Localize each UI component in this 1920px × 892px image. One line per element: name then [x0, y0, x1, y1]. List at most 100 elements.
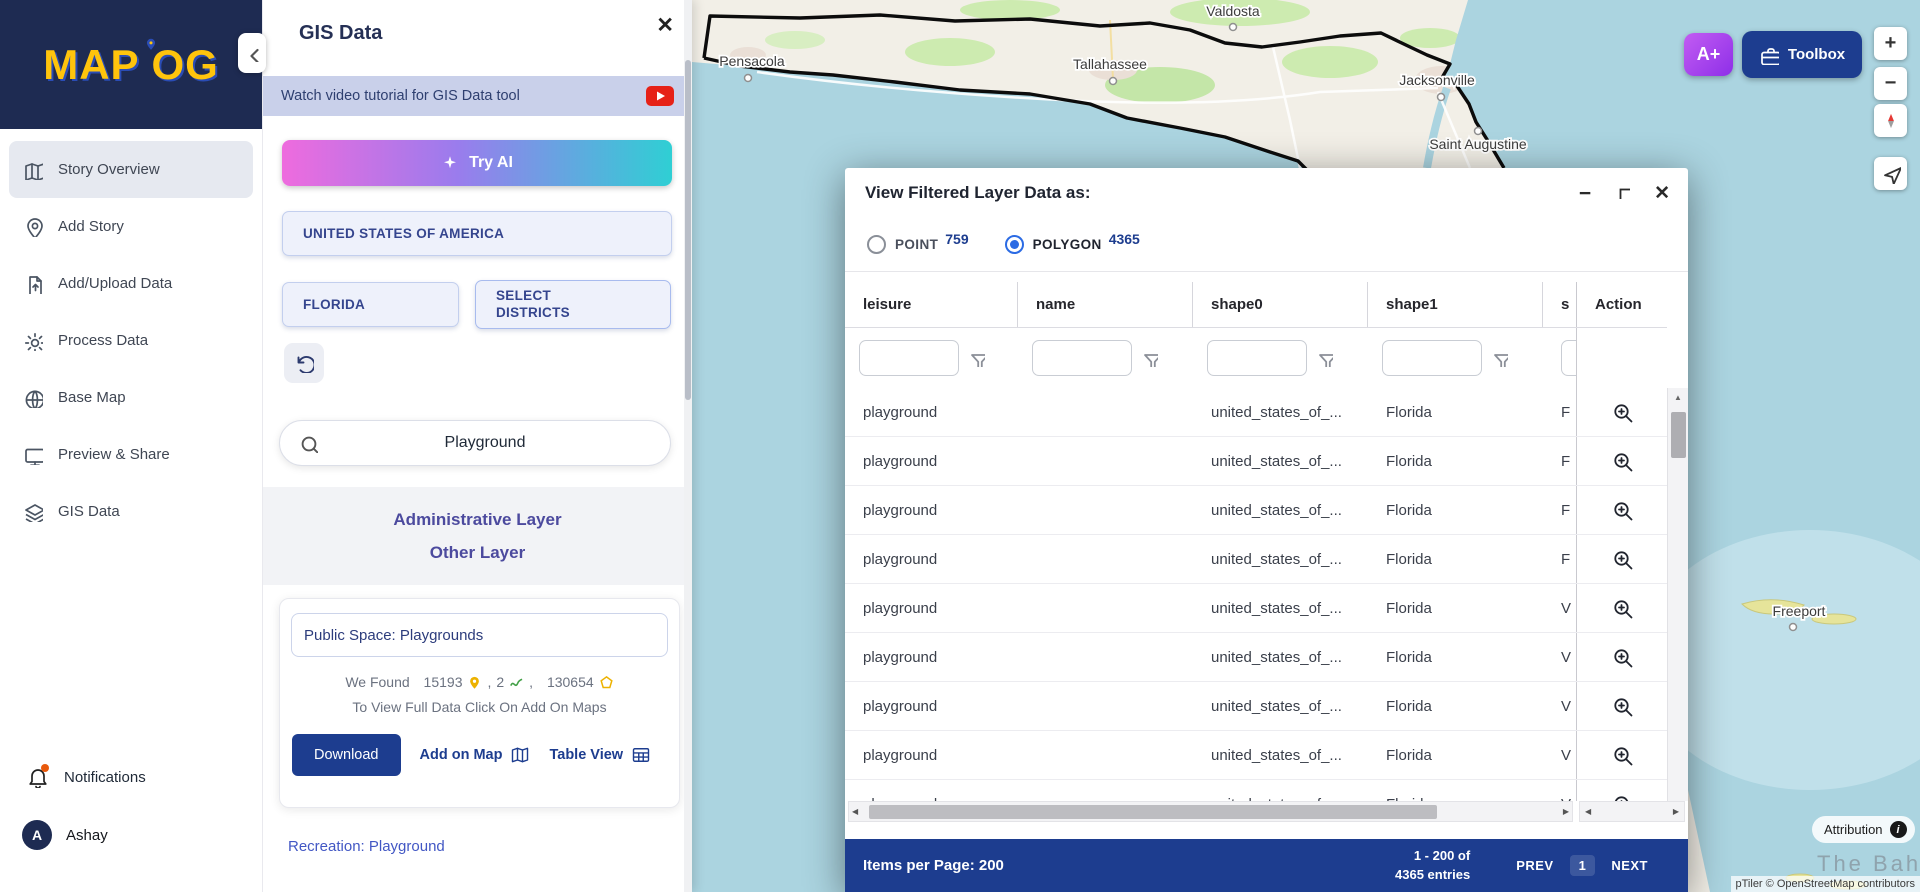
hscrollbar-thumb[interactable]: [869, 805, 1437, 819]
scroll-left-arrow[interactable]: ◀: [1585, 807, 1592, 816]
filter-input-leisure[interactable]: [859, 340, 959, 376]
other-layer-heading[interactable]: Other Layer: [429, 542, 526, 562]
recreation-playground-link[interactable]: Recreation: Playground: [288, 838, 445, 855]
row-zoom-icon[interactable]: [1611, 401, 1634, 424]
row-zoom-icon[interactable]: [1611, 646, 1634, 669]
undo-icon: [297, 355, 314, 373]
compass-button[interactable]: [1874, 104, 1907, 137]
entries-range: 1 - 200 of 4365 entries: [1395, 848, 1471, 882]
filter-input-shape2[interactable]: [1561, 340, 1576, 376]
locate-button[interactable]: [1874, 157, 1907, 190]
scroll-right-arrow[interactable]: ▶: [1672, 807, 1679, 816]
row-zoom-icon[interactable]: [1611, 695, 1634, 718]
filter-icon[interactable]: [1141, 350, 1158, 367]
hscrollbar-main[interactable]: ◀ ▶: [848, 801, 1573, 822]
row-zoom-icon[interactable]: [1611, 744, 1634, 767]
close-icon[interactable]: ✕: [1654, 182, 1670, 204]
hscrollbar-action-col[interactable]: ◀ ▶: [1579, 801, 1685, 822]
sidebar-item-process-data[interactable]: Process Data: [9, 312, 253, 369]
panel-scrollbar-thumb[interactable]: [685, 60, 691, 400]
app-logo[interactable]: MAP OG: [0, 0, 262, 129]
polygon-count: 130654: [546, 674, 594, 690]
notifications-button[interactable]: Notifications: [0, 748, 262, 806]
map-label-jacksonville: Jacksonville: [1399, 72, 1475, 88]
sidebar-item-add-upload-data[interactable]: Add/Upload Data: [9, 255, 253, 312]
sidebar-item-gis-data[interactable]: GIS Data: [9, 483, 253, 540]
upload-icon: [29, 275, 42, 294]
country-button[interactable]: UNITED STATES OF AMERICA: [282, 211, 672, 256]
column-header-leisure[interactable]: leisure: [845, 282, 1018, 327]
youtube-icon[interactable]: [646, 86, 674, 106]
layer-search[interactable]: [279, 420, 671, 466]
row-zoom-icon[interactable]: [1611, 597, 1634, 620]
filter-input-shape1[interactable]: [1382, 340, 1482, 376]
filter-icon[interactable]: [1491, 350, 1508, 367]
column-header-shape0[interactable]: shape0: [1193, 282, 1368, 327]
ai-assist-button[interactable]: A+: [1684, 33, 1733, 76]
administrative-layer-heading[interactable]: Administrative Layer: [393, 509, 562, 529]
table-row: playground united_states_of_...Florida V: [845, 780, 1667, 801]
add-on-map-button[interactable]: Add on Map: [420, 745, 531, 765]
items-per-page[interactable]: Items per Page: 200: [863, 857, 1004, 874]
point-icon: [470, 676, 480, 689]
scrollbar-thumb[interactable]: [1671, 412, 1686, 458]
sidebar-nav: Story Overview Add Story Add/Upload Data…: [0, 129, 262, 540]
search-input[interactable]: [318, 434, 652, 452]
table-row: playground united_states_of_... Florida F: [845, 388, 1667, 437]
line-icon: [510, 678, 524, 686]
reset-selection-button[interactable]: [284, 343, 324, 383]
table-view-button[interactable]: Table View: [549, 745, 651, 765]
briefcase-icon: [1761, 47, 1779, 65]
minimize-icon[interactable]: −: [1578, 181, 1592, 205]
attribution-toggle[interactable]: Attribution i: [1812, 816, 1915, 843]
filter-input-shape0[interactable]: [1207, 340, 1307, 376]
notification-dot: [41, 764, 49, 772]
filter-input-name[interactable]: [1032, 340, 1132, 376]
table-body: playground united_states_of_... Florida F…: [845, 388, 1688, 801]
sidebar-item-preview-share[interactable]: Preview & Share: [9, 426, 253, 483]
column-header-shape1[interactable]: shape1: [1368, 282, 1543, 327]
sidebar-item-story-overview[interactable]: Story Overview: [9, 141, 253, 198]
state-button[interactable]: FLORIDA: [282, 282, 459, 327]
row-zoom-icon[interactable]: [1611, 793, 1634, 802]
filter-icon[interactable]: [1316, 350, 1333, 367]
maximize-icon[interactable]: [1615, 184, 1635, 203]
search-icon: [301, 436, 318, 453]
row-zoom-icon[interactable]: [1611, 499, 1634, 522]
map-label-pensacola: Pensacola: [719, 53, 785, 69]
download-button[interactable]: Download: [292, 734, 401, 776]
map-credits: pTiler © OpenStreetMap contributors: [1730, 876, 1920, 892]
tutorial-link[interactable]: Watch video tutorial for GIS Data tool: [263, 76, 692, 116]
prev-page-button[interactable]: PREV: [1516, 858, 1554, 873]
zoom-in-button[interactable]: +: [1874, 27, 1907, 60]
row-zoom-icon[interactable]: [1611, 450, 1634, 473]
column-header-shape2[interactable]: s: [1561, 296, 1570, 313]
sidebar-item-add-story[interactable]: Add Story: [9, 198, 253, 255]
toolbox-button[interactable]: Toolbox: [1742, 31, 1862, 78]
column-header-name[interactable]: name: [1018, 282, 1193, 327]
try-ai-button[interactable]: Try AI: [282, 140, 672, 186]
point-count: 15193: [423, 674, 463, 690]
panel-close-icon[interactable]: ✕: [656, 14, 674, 37]
polygon-radio[interactable]: POLYGON 4365: [1004, 231, 1140, 254]
sidebar: MAP OG Story Overview Add Story Add/Uplo…: [0, 0, 263, 892]
filter-icon[interactable]: [968, 350, 985, 367]
panel-collapse-button[interactable]: [238, 33, 266, 73]
table-row: playground united_states_of_...Florida V: [845, 682, 1667, 731]
user-account[interactable]: A Ashay: [0, 806, 262, 864]
panel-scrollbar[interactable]: [684, 0, 692, 892]
sidebar-item-base-map[interactable]: Base Map: [9, 369, 253, 426]
scroll-right-arrow[interactable]: ▶: [1562, 807, 1569, 816]
next-page-button[interactable]: NEXT: [1611, 858, 1648, 873]
zoom-out-button[interactable]: −: [1874, 67, 1907, 100]
table-vertical-scrollbar[interactable]: ▲: [1667, 388, 1688, 801]
point-radio[interactable]: POINT 759: [867, 231, 969, 254]
toolbox-label: Toolbox: [1787, 46, 1846, 63]
row-zoom-icon[interactable]: [1611, 548, 1634, 571]
select-districts-button[interactable]: SELECT DISTRICTS: [475, 280, 671, 329]
map-label-saint-augustine: Saint Augustine: [1429, 136, 1527, 152]
table-row: playground united_states_of_... Florida F: [845, 535, 1667, 584]
scroll-left-arrow[interactable]: ◀: [852, 807, 859, 816]
current-page[interactable]: 1: [1569, 855, 1596, 876]
scroll-up-arrow[interactable]: ▲: [1674, 392, 1682, 402]
